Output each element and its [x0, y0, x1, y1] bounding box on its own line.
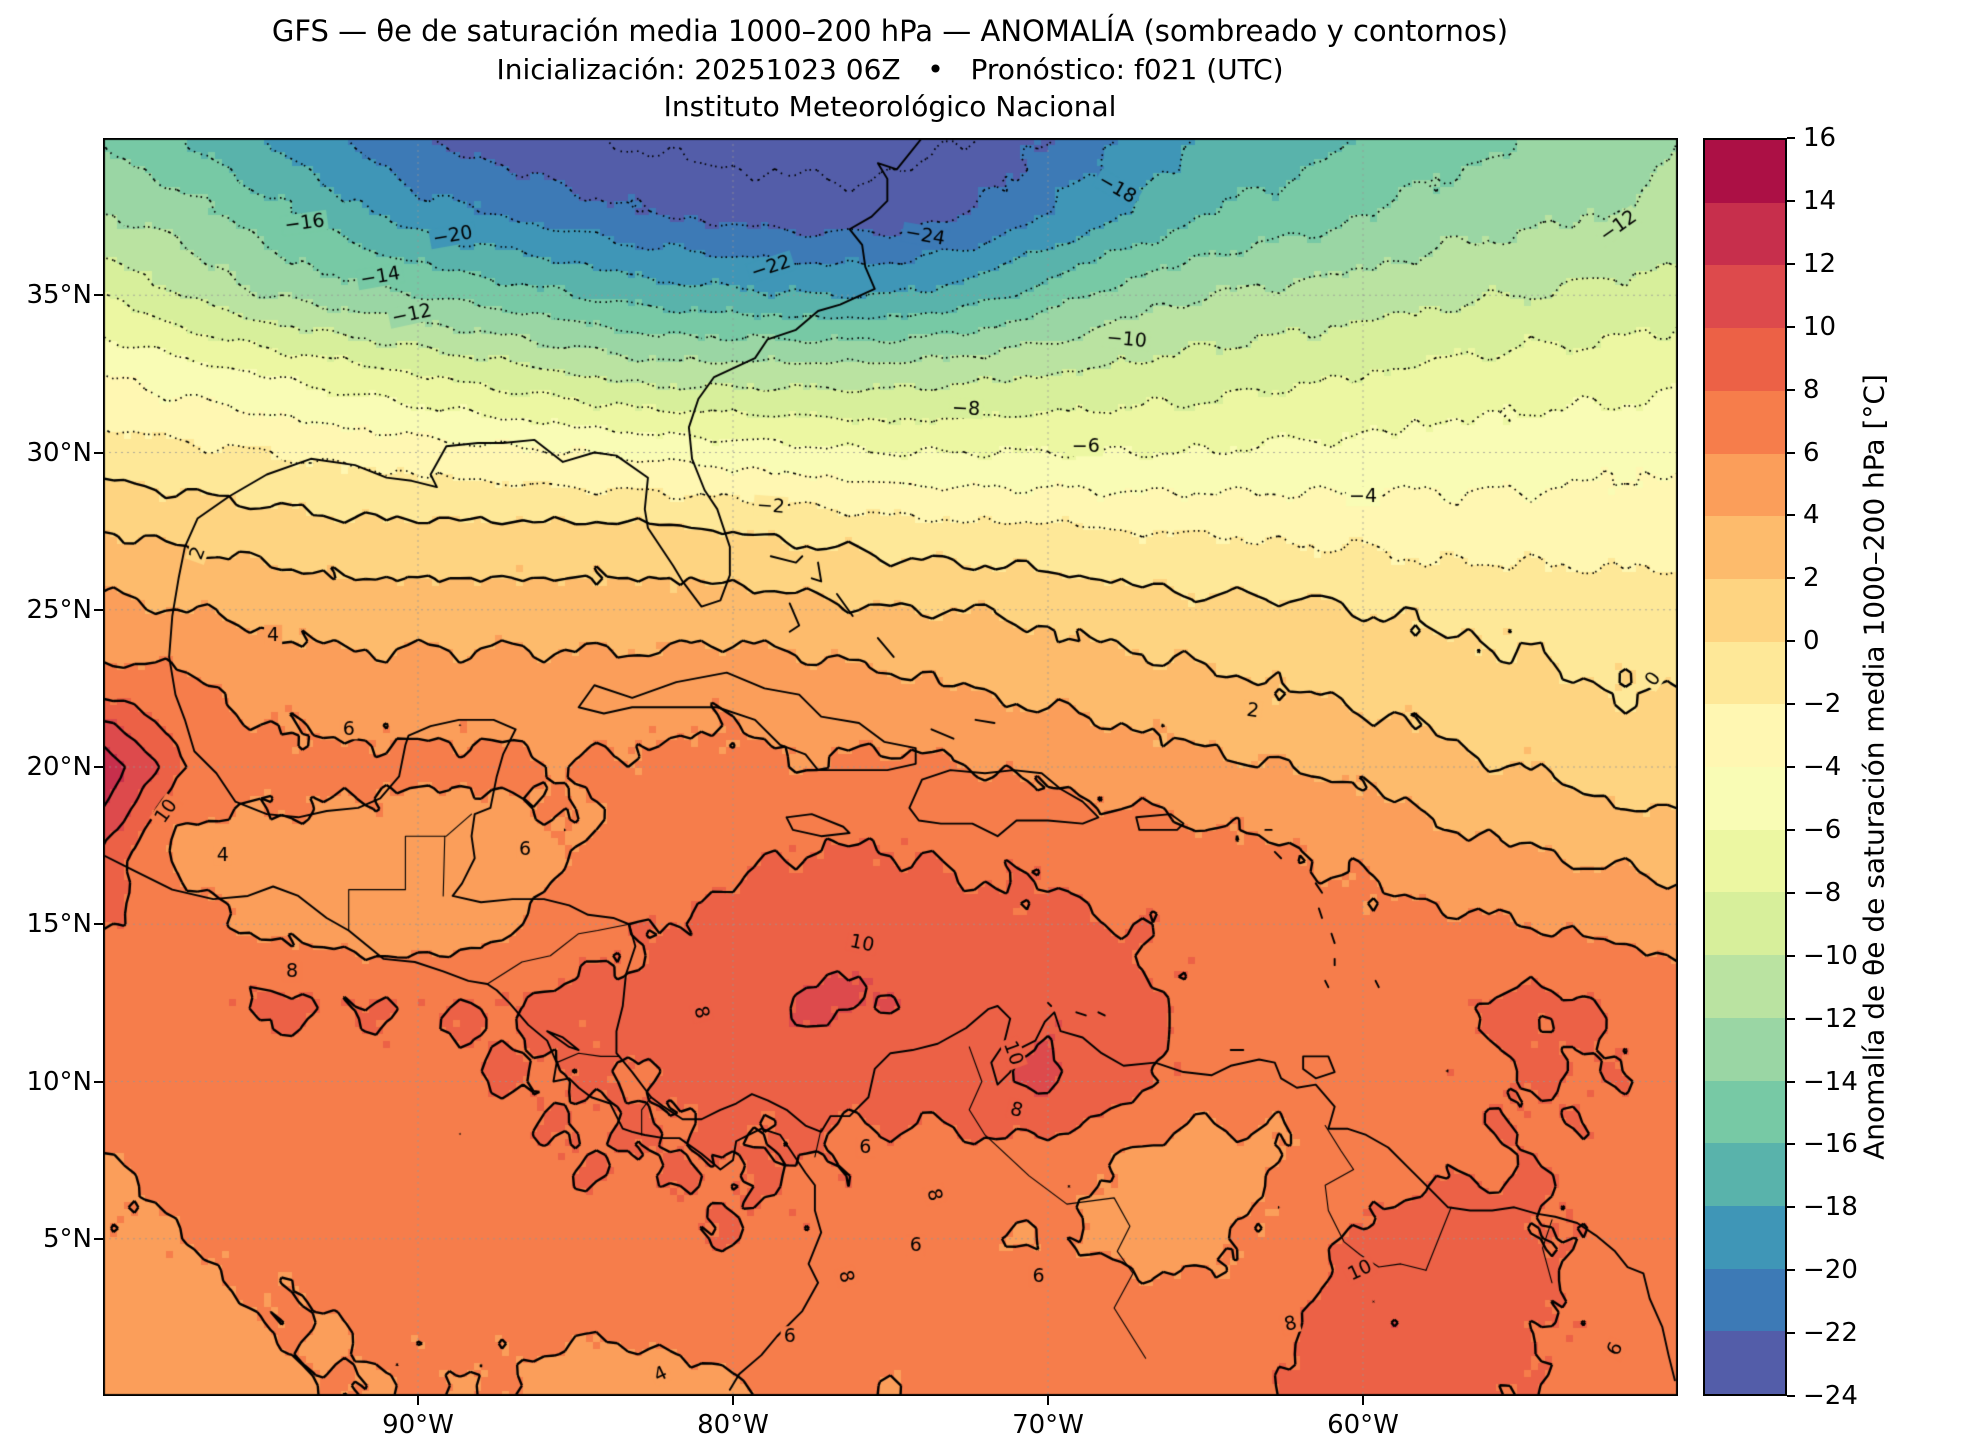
- colorbar-tick-mark: [1787, 766, 1795, 768]
- colorbar-cell: [1705, 892, 1785, 956]
- colorbar-cell: [1705, 578, 1785, 642]
- colorbar-cell: [1705, 641, 1785, 705]
- colorbar-cell: [1705, 1331, 1785, 1395]
- colorbar-cell: [1705, 328, 1785, 391]
- x-tick-mark: [1047, 1396, 1049, 1405]
- colorbar-tick-mark: [1787, 514, 1795, 517]
- colorbar-tick-label: −12: [1803, 1003, 1858, 1034]
- colorbar-tick-label: −10: [1803, 940, 1858, 971]
- y-tick-label: 25°N: [26, 594, 92, 625]
- colorbar-tick-label: −20: [1803, 1255, 1858, 1286]
- y-tick-label: 10°N: [26, 1066, 92, 1097]
- colorbar-tick-mark: [1787, 1080, 1795, 1083]
- y-tick-mark: [94, 294, 103, 297]
- colorbar-tick-mark: [1787, 1269, 1795, 1272]
- y-tick-mark: [94, 923, 103, 926]
- colorbar-tick-mark: [1787, 451, 1795, 454]
- x-tick-mark: [1362, 1396, 1364, 1405]
- colorbar-tick-label: −4: [1803, 752, 1842, 782]
- chart-title: GFS — θe de saturación media 1000–200 hP…: [271, 14, 1509, 48]
- colorbar-tick-label: −18: [1803, 1192, 1858, 1223]
- colorbar-tick-mark: [1787, 954, 1795, 957]
- x-tick-mark: [417, 1396, 419, 1405]
- y-tick-mark: [94, 608, 103, 611]
- colorbar-cell: [1705, 1080, 1785, 1144]
- colorbar-cell: [1705, 140, 1785, 203]
- colorbar-tick-label: 14: [1803, 185, 1837, 216]
- x-tick-label: 80°W: [697, 1410, 769, 1440]
- colorbar-tick-label: −6: [1803, 814, 1842, 845]
- chart-subtitle-run: Inicialización: 20251023 06Z • Pronóstic…: [496, 53, 1284, 86]
- colorbar-tick-mark: [1787, 199, 1795, 202]
- y-tick-label: 15°N: [26, 909, 92, 940]
- colorbar-tick-mark: [1787, 1395, 1795, 1397]
- colorbar-cell: [1705, 1268, 1785, 1332]
- colorbar-cell: [1705, 265, 1785, 329]
- colorbar: [1703, 138, 1787, 1396]
- colorbar-cell: [1705, 767, 1785, 830]
- colorbar-tick-mark: [1787, 388, 1795, 391]
- colorbar-tick-label: −24: [1803, 1381, 1858, 1411]
- y-tick-label: 5°N: [43, 1223, 92, 1254]
- colorbar-cell: [1705, 390, 1785, 454]
- colorbar-tick-mark: [1787, 1206, 1795, 1209]
- x-tick-label: 60°W: [1327, 1410, 1399, 1440]
- y-tick-mark: [94, 1080, 103, 1083]
- colorbar-cell: [1705, 955, 1785, 1018]
- colorbar-tick-label: 12: [1803, 248, 1837, 279]
- colorbar-tick-mark: [1787, 262, 1795, 265]
- colorbar-tick-mark: [1787, 1143, 1795, 1146]
- x-tick-label: 90°W: [382, 1410, 454, 1440]
- y-tick-mark: [94, 766, 103, 768]
- colorbar-cell: [1705, 202, 1785, 266]
- x-tick-mark: [732, 1396, 734, 1405]
- colorbar-cell: [1705, 704, 1785, 768]
- y-tick-mark: [94, 451, 103, 454]
- y-tick-mark: [94, 1237, 103, 1240]
- colorbar-cell: [1705, 829, 1785, 893]
- colorbar-tick-mark: [1787, 137, 1795, 139]
- colorbar-tick-label: −16: [1803, 1129, 1858, 1160]
- colorbar-tick-label: −22: [1803, 1318, 1858, 1349]
- colorbar-tick-label: 6: [1803, 437, 1820, 468]
- colorbar-tick-label: 16: [1803, 123, 1837, 153]
- y-tick-label: 30°N: [26, 437, 92, 468]
- x-tick-label: 70°W: [1012, 1410, 1084, 1440]
- y-tick-label: 20°N: [26, 752, 92, 782]
- colorbar-tick-label: −8: [1803, 877, 1842, 908]
- colorbar-tick-mark: [1787, 1332, 1795, 1335]
- colorbar-tick-mark: [1787, 1017, 1795, 1020]
- colorbar-tick-label: 0: [1803, 626, 1820, 657]
- colorbar-cell: [1705, 516, 1785, 579]
- colorbar-tick-mark: [1787, 891, 1795, 894]
- colorbar-tick-mark: [1787, 577, 1795, 580]
- colorbar-tick-label: 10: [1803, 311, 1837, 342]
- colorbar-tick-mark: [1787, 703, 1795, 706]
- colorbar-cell: [1705, 1017, 1785, 1081]
- colorbar-tick-label: −14: [1803, 1066, 1858, 1097]
- colorbar-tick-label: 2: [1803, 563, 1820, 594]
- colorbar-tick-mark: [1787, 640, 1795, 643]
- colorbar-cell: [1705, 1205, 1785, 1269]
- colorbar-tick-label: −2: [1803, 689, 1842, 720]
- colorbar-cell: [1705, 1143, 1785, 1206]
- chart-subtitle-institution: Instituto Meteorológico Nacional: [663, 90, 1117, 123]
- colorbar-cell: [1705, 453, 1785, 517]
- map-plot-canvas: [103, 138, 1678, 1396]
- colorbar-label: Anomalía de θe de saturación media 1000–…: [1857, 374, 1891, 1160]
- colorbar-tick-label: 8: [1803, 374, 1820, 405]
- colorbar-tick-mark: [1787, 325, 1795, 328]
- colorbar-tick-mark: [1787, 828, 1795, 831]
- colorbar-tick-label: 4: [1803, 500, 1820, 531]
- y-tick-label: 35°N: [26, 280, 92, 311]
